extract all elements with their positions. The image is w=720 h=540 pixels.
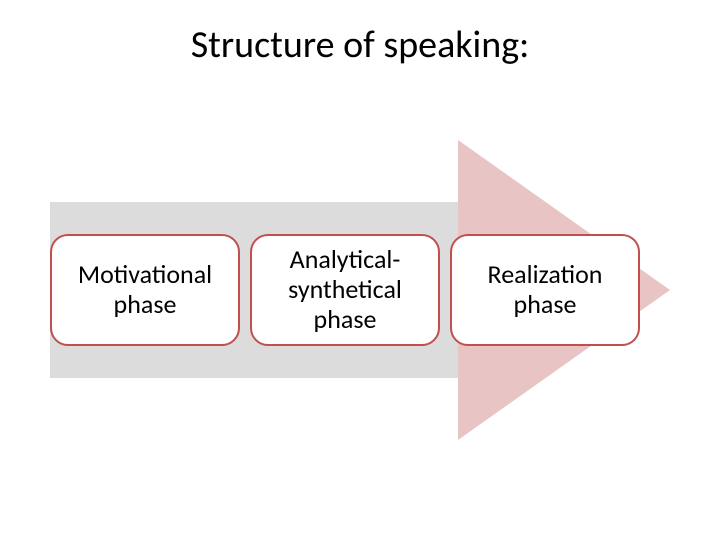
phase-box-realization: Realization phase — [450, 234, 640, 346]
slide-title: Structure of speaking: — [0, 22, 720, 68]
phase-label: Analytical-synthetical phase — [260, 245, 430, 335]
phase-label: Motivational phase — [60, 260, 230, 320]
phase-box-motivational: Motivational phase — [50, 234, 240, 346]
phase-box-analytical-synthetical: Analytical-synthetical phase — [250, 234, 440, 346]
phase-label: Realization phase — [460, 260, 630, 320]
process-arrow-diagram: Motivational phase Analytical-synthetica… — [50, 140, 670, 440]
slide: Structure of speaking: Motivational phas… — [0, 0, 720, 540]
